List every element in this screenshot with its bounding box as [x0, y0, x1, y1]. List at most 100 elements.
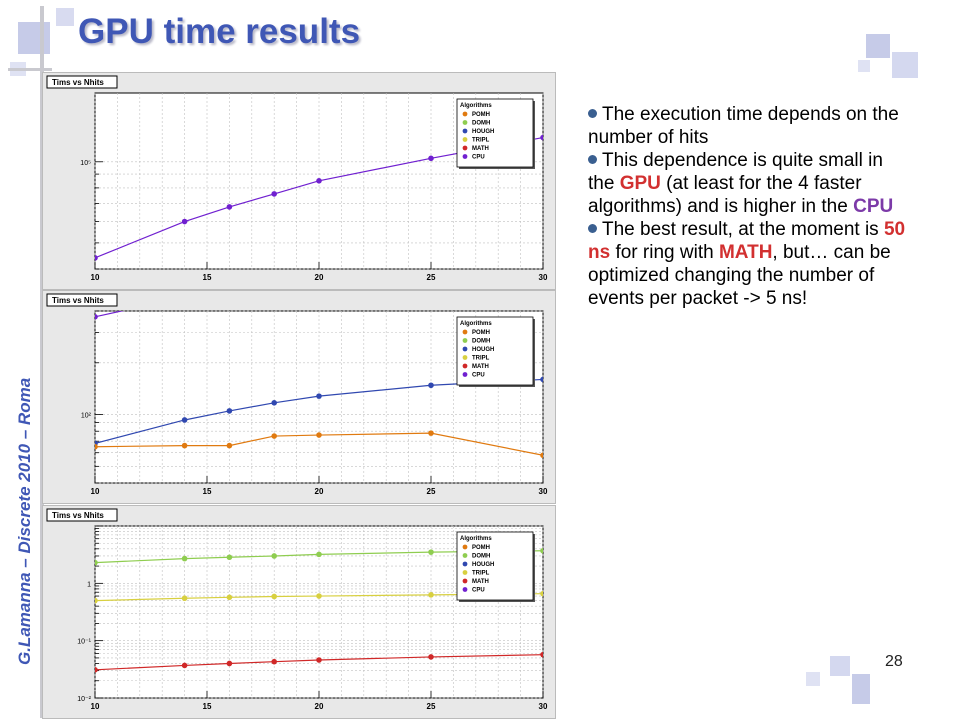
legend-label: TRIPL	[472, 356, 490, 362]
data-point-domh	[181, 555, 188, 562]
data-point-math	[316, 657, 322, 663]
data-point-math	[95, 667, 98, 673]
chart-panel-gpu-slow: Tims vs Nhits 10² 10 15 20 25 30 Algorithms POMH…	[42, 290, 556, 504]
bullet-text-run: GPU	[619, 173, 661, 194]
decor-square	[866, 34, 890, 58]
data-point-tripl	[316, 593, 322, 599]
data-point-cpu	[95, 314, 98, 320]
bullet-text-run: , but… can be optimized changing the num…	[588, 242, 891, 309]
data-point-tripl	[428, 592, 434, 598]
slide-title: GPU time results	[78, 12, 361, 51]
data-point-domh	[271, 553, 277, 559]
legend-marker	[462, 128, 468, 134]
legend-label: MATH	[472, 579, 489, 585]
legend-marker	[462, 578, 468, 584]
decor-square	[8, 68, 52, 71]
bullet-item: This dependence is quite small in the GP…	[588, 149, 908, 218]
legend-label: MATH	[472, 364, 489, 370]
bullet-text-run: (at least for the 4 faster algorithms) a…	[588, 173, 862, 217]
decor-square	[806, 672, 820, 686]
x-tick-label: 30	[539, 487, 548, 496]
bullet-text-run: The best result, at the moment is	[602, 219, 884, 240]
x-tick-label: 10	[91, 273, 100, 282]
chart-title: Tims vs Nhits	[52, 511, 104, 520]
decor-square	[830, 656, 850, 676]
data-point-domh	[428, 549, 434, 555]
data-point-pomh	[316, 432, 322, 438]
legend-header: Algorithms	[460, 103, 492, 109]
data-point-hough	[540, 376, 543, 383]
data-point-domh	[540, 547, 543, 554]
bullet-dot-icon	[588, 224, 597, 233]
x-tick-label: 30	[539, 702, 548, 711]
legend-label: HOUGH	[472, 562, 494, 568]
data-point-tripl	[540, 590, 543, 597]
legend-box	[456, 531, 534, 601]
x-tick-label: 10	[91, 487, 100, 496]
chart-title-box	[46, 293, 118, 307]
legend-marker	[462, 111, 468, 117]
legend-label: DOMH	[472, 121, 490, 127]
data-point-cpu	[181, 218, 188, 225]
legend-marker	[462, 137, 468, 142]
data-point-math	[540, 651, 543, 658]
bullet-item: The execution time depends on the number…	[588, 103, 908, 149]
data-point-domh	[226, 554, 233, 561]
y-tick-label: 10²	[81, 413, 92, 420]
legend-header: Algorithms	[460, 536, 492, 542]
legend-label: HOUGH	[472, 347, 494, 353]
legend-marker	[462, 544, 468, 550]
data-point-tripl	[95, 597, 98, 604]
data-point-hough	[271, 400, 277, 406]
bullet-text-run: MATH	[718, 242, 773, 263]
decor-square	[858, 60, 870, 72]
legend-label: TRIPL	[472, 571, 490, 577]
data-point-cpu	[95, 255, 98, 261]
data-point-pomh	[540, 452, 543, 459]
x-tick-label: 20	[315, 487, 324, 496]
x-tick-label: 25	[427, 273, 436, 282]
legend-label: POMH	[472, 112, 490, 118]
data-point-hough	[226, 408, 233, 414]
bullet-text-run: for ring with	[610, 242, 719, 263]
legend-label: HOUGH	[472, 129, 494, 135]
data-point-math	[271, 658, 277, 665]
decor-square	[892, 52, 918, 78]
chart-title: Tims vs Nhits	[52, 78, 104, 87]
data-point-hough	[428, 382, 434, 389]
data-point-pomh	[181, 442, 188, 449]
data-point-math	[181, 662, 188, 669]
legend-box	[456, 316, 534, 386]
data-point-pomh	[428, 430, 434, 436]
x-tick-label: 15	[203, 487, 212, 496]
chart-title-box	[46, 508, 118, 522]
legend-label: CPU	[472, 155, 485, 161]
legend-marker	[462, 154, 468, 159]
legend-marker	[462, 355, 468, 360]
bullet-list: The execution time depends on the number…	[588, 103, 908, 310]
legend-marker	[462, 329, 468, 335]
bullet-text-run: This dependence is quite small in the	[588, 150, 883, 194]
legend-header: Algorithms	[460, 321, 492, 327]
data-point-pomh	[271, 433, 277, 439]
y-tick-label: 10⁻¹	[77, 639, 91, 646]
x-tick-label: 20	[315, 702, 324, 711]
data-point-domh	[95, 559, 98, 566]
chart-panel-cpu: Tims vs Nhits 10⁵ 10 15 20 25 30 Algorithms POMH…	[42, 72, 556, 290]
data-point-math	[226, 660, 233, 667]
legend-marker	[462, 346, 468, 352]
y-tick-label: 10⁵	[80, 160, 91, 167]
legend-marker	[462, 338, 468, 343]
x-tick-label: 10	[91, 702, 100, 711]
data-point-cpu	[316, 177, 322, 184]
bullet-text-run: CPU	[853, 196, 894, 217]
decor-square	[852, 674, 870, 704]
data-point-cpu	[428, 155, 434, 162]
x-tick-label: 15	[203, 702, 212, 711]
chart-title: Tims vs Nhits	[52, 296, 104, 305]
legend-label: POMH	[472, 545, 490, 551]
legend-label: MATH	[472, 146, 489, 152]
x-tick-label: 25	[427, 487, 436, 496]
x-tick-label: 30	[539, 273, 548, 282]
legend-marker	[462, 120, 468, 125]
